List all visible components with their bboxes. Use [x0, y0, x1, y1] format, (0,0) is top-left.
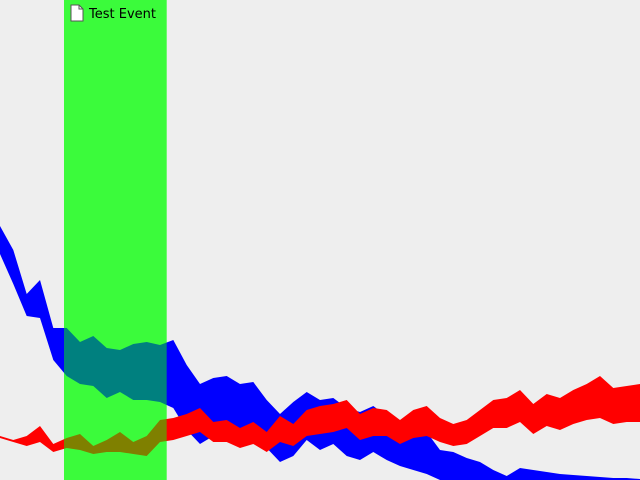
event-band-overlay: [64, 0, 167, 480]
document-icon: [70, 4, 84, 22]
event-label-layer: Test Event: [70, 4, 156, 22]
event-label: Test Event: [88, 7, 156, 22]
